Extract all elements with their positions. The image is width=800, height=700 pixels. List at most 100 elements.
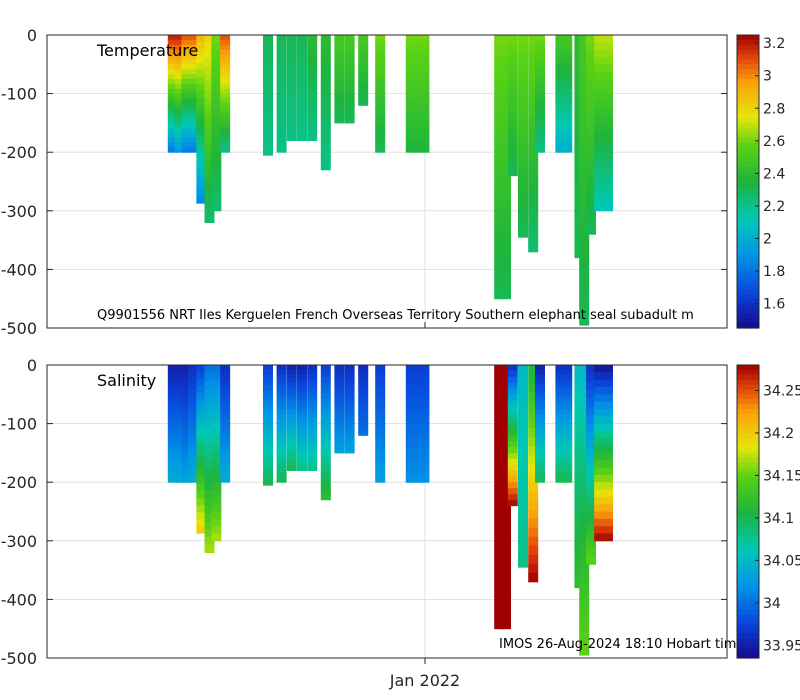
profile-cell	[320, 488, 331, 495]
profile-cell	[196, 154, 207, 162]
profile-cell	[579, 228, 590, 241]
profile-cell	[174, 118, 185, 124]
profile-cell	[320, 460, 331, 467]
profile-cell	[518, 499, 528, 509]
profile-cell	[562, 122, 573, 129]
profile-cell	[594, 504, 605, 512]
profile-cell	[586, 118, 596, 127]
profile-cell	[358, 420, 369, 425]
profile-cell	[494, 573, 505, 586]
profile-cell	[167, 438, 178, 444]
profile-cell	[594, 181, 605, 190]
profile-cell	[528, 464, 539, 474]
colorbar-segment	[737, 244, 759, 251]
profile-cell	[586, 201, 596, 210]
profile-cell	[405, 137, 416, 143]
profile-cell	[501, 474, 511, 487]
profile-cell	[518, 43, 528, 53]
profile-cell	[276, 147, 287, 153]
colorbar-segment	[737, 210, 759, 217]
profile-cell	[603, 416, 613, 425]
profile-cell	[307, 78, 318, 84]
profile-cell	[188, 452, 199, 459]
profile-cell	[276, 389, 287, 395]
y-tick-label: 0	[27, 26, 37, 45]
profile-cell	[220, 122, 231, 129]
profile-cell	[562, 132, 573, 139]
colorbar-segment	[737, 516, 759, 522]
profile-cell	[188, 477, 199, 483]
profile-cell	[204, 380, 215, 389]
profile-cell	[594, 438, 605, 447]
profile-cell	[344, 97, 355, 102]
profile-cell	[603, 379, 613, 388]
profile-cell	[320, 141, 331, 148]
profile-cell	[174, 448, 185, 454]
profile-cell	[188, 457, 199, 464]
profile-cell	[263, 135, 273, 141]
profile-cell	[501, 551, 511, 564]
profile-cell	[501, 199, 511, 212]
colorbar-tick-label: 34.15	[763, 468, 800, 484]
profile-cell	[518, 136, 528, 146]
profile-cell	[535, 98, 545, 104]
profile-cell	[358, 70, 369, 74]
profile-cell	[211, 430, 222, 439]
profile-cell	[586, 76, 596, 86]
colorbar-segment	[737, 147, 759, 153]
profile-cell	[528, 179, 539, 190]
profile-cell	[220, 78, 231, 85]
profile-cell	[181, 389, 192, 395]
profile-cell	[494, 375, 505, 388]
profile-cell	[375, 127, 386, 134]
profile-cell	[307, 444, 318, 450]
profile-cell	[307, 83, 318, 89]
profile-cell	[501, 122, 511, 135]
profile-column	[501, 35, 511, 300]
profile-cell	[375, 137, 386, 143]
profile-cell	[174, 88, 185, 95]
profile-cell	[603, 144, 613, 153]
profile-cell	[528, 242, 539, 253]
profile-cell	[594, 196, 605, 204]
profile-cell	[167, 384, 178, 390]
profile-cell	[358, 43, 369, 48]
profile-cell	[320, 494, 331, 501]
profile-cell	[507, 146, 518, 153]
colorbar-segment	[737, 176, 759, 183]
y-tick-label: -500	[1, 649, 37, 668]
profile-cell	[535, 365, 545, 371]
profile-cell	[174, 394, 185, 400]
profile-cell	[358, 49, 369, 54]
profile-cell	[419, 433, 430, 439]
profile-cell	[188, 142, 199, 148]
profile-cell	[196, 70, 207, 78]
colorbar-segment	[737, 648, 759, 654]
profile-cell	[603, 372, 613, 381]
profile-cell	[419, 379, 430, 386]
profile-cell	[412, 448, 423, 454]
profile-cell	[358, 408, 369, 413]
profile-cell	[334, 78, 345, 84]
profile-cell	[174, 103, 185, 109]
profile-cell	[188, 35, 199, 41]
profile-cell	[211, 144, 222, 153]
profile-cell	[196, 442, 207, 450]
profile-cell	[358, 403, 369, 407]
profile-cell	[535, 108, 545, 114]
profile-cell	[594, 496, 605, 505]
profile-cell	[204, 505, 215, 514]
profile-cell	[419, 83, 430, 90]
profile-cell	[286, 56, 297, 62]
colorbar-segment	[737, 555, 759, 561]
profile-cell	[419, 399, 430, 405]
profile-cell	[375, 394, 386, 400]
profile-cell	[501, 540, 511, 553]
profile-cell	[535, 147, 545, 153]
profile-cell	[405, 39, 416, 46]
profile-cell	[586, 506, 596, 515]
profile-cell	[167, 93, 178, 99]
profile-column	[555, 35, 566, 153]
profile-cell	[167, 374, 178, 381]
profile-cell	[507, 382, 518, 389]
